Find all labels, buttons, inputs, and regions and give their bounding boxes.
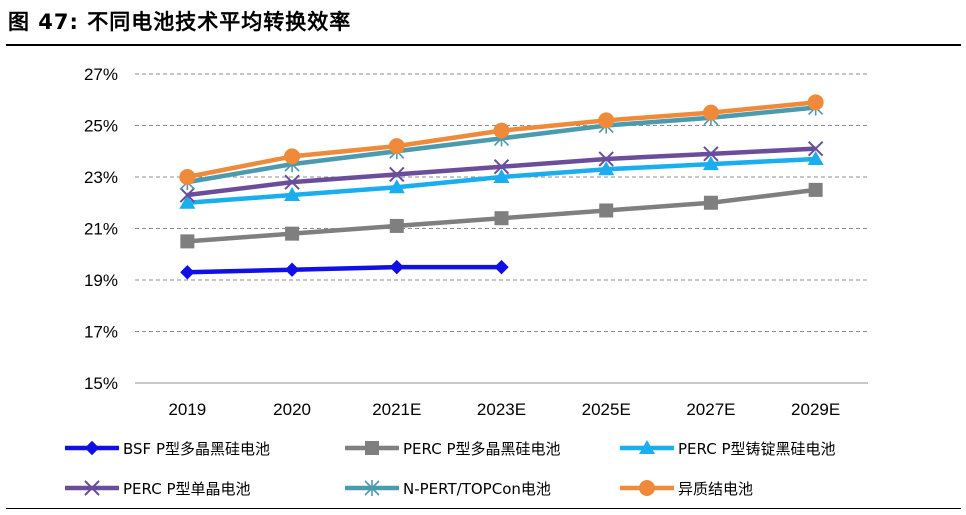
- legend-swatch-marker: [639, 480, 655, 496]
- legend-item: N-PERT/TOPCon电池: [345, 480, 551, 498]
- series-1: [180, 259, 509, 280]
- data-point: [180, 265, 195, 280]
- series-line: [187, 264, 502, 275]
- axis-layer: 15% 17% 19% 21% 23% 25% 27% 2019 2020 2021E 2023E 2…: [84, 65, 868, 419]
- y-tick-label: 15%: [84, 374, 118, 393]
- data-point: [598, 112, 615, 129]
- data-point: [808, 182, 823, 197]
- data-point: [389, 259, 404, 275]
- data-point: [807, 140, 824, 157]
- x-tick-label: 2025E: [582, 400, 631, 419]
- data-point: [599, 203, 614, 218]
- data-point: [284, 262, 300, 277]
- data-point: [493, 158, 510, 175]
- x-tick-label: 2019: [168, 400, 206, 419]
- y-tick-label: 21%: [84, 220, 118, 239]
- data-point: [179, 194, 196, 209]
- legend-swatch-marker: [84, 440, 100, 456]
- legend-item: 异质结电池: [620, 480, 753, 498]
- y-tick-label: 25%: [84, 117, 118, 136]
- data-point: [179, 187, 196, 203]
- legend-label: N-PERT/TOPCon电池: [403, 480, 551, 498]
- x-tick-label: 2020: [273, 400, 311, 419]
- series-3: [179, 150, 824, 209]
- y-tick-label: 19%: [84, 271, 118, 290]
- series-layer: [179, 94, 824, 280]
- series-4: [179, 140, 824, 203]
- data-point: [388, 179, 405, 194]
- legend-item: PERC P型铸锭黑硅电池: [620, 440, 836, 458]
- x-tick-label: 2027E: [686, 400, 735, 419]
- figure-title: 图 47: 不同电池技术平均转换效率: [8, 10, 352, 34]
- data-point: [702, 104, 719, 121]
- legend-label: PERC P型铸锭黑硅电池: [678, 440, 836, 458]
- data-point: [703, 146, 719, 162]
- x-tick-label: 2021E: [372, 400, 421, 419]
- legend-swatch-marker: [639, 440, 655, 454]
- data-point: [807, 94, 824, 111]
- bottom-rule: [6, 508, 961, 509]
- data-point: [285, 226, 300, 241]
- y-tick-label: 27%: [84, 65, 118, 84]
- legend-swatch-marker: [365, 441, 379, 455]
- data-point: [494, 259, 509, 275]
- legend-label: 异质结电池: [678, 480, 753, 498]
- legend-item: PERC P型单晶电池: [65, 480, 251, 498]
- x-tick-label: 2029E: [791, 400, 840, 419]
- data-point: [807, 150, 824, 165]
- legend-label: BSF P型多晶黑硅电池: [123, 440, 270, 458]
- x-tick-label: 2023E: [477, 400, 526, 419]
- data-point: [284, 174, 300, 190]
- legend-swatch-marker: [84, 480, 100, 496]
- data-point: [598, 161, 615, 176]
- y-tick-label: 17%: [84, 323, 118, 342]
- title-rule: [6, 44, 961, 46]
- data-point: [179, 169, 196, 185]
- legend-label: PERC P型多晶黑硅电池: [403, 440, 561, 458]
- data-point: [389, 218, 404, 233]
- data-point: [702, 156, 719, 171]
- grid-layer: [135, 73, 868, 332]
- data-point: [284, 148, 301, 165]
- data-point: [493, 122, 510, 139]
- legend-item: PERC P型多晶黑硅电池: [345, 440, 561, 458]
- data-point: [494, 211, 509, 226]
- data-point: [180, 234, 195, 249]
- legend-label: PERC P型单晶电池: [123, 480, 251, 498]
- series-2: [180, 182, 823, 249]
- data-point: [598, 151, 614, 167]
- data-point: [493, 169, 510, 183]
- series-6: [179, 94, 824, 185]
- data-point: [703, 195, 718, 210]
- data-point: [388, 138, 405, 155]
- data-point: [389, 166, 405, 183]
- legend-swatch-marker: [364, 480, 380, 496]
- y-tick-label: 23%: [84, 168, 118, 187]
- legend-item: BSF P型多晶黑硅电池: [65, 440, 270, 458]
- legend: BSF P型多晶黑硅电池 PERC P型多晶黑硅电池 PERC P型铸锭黑硅电池 PE…: [65, 440, 836, 498]
- data-point: [284, 187, 301, 202]
